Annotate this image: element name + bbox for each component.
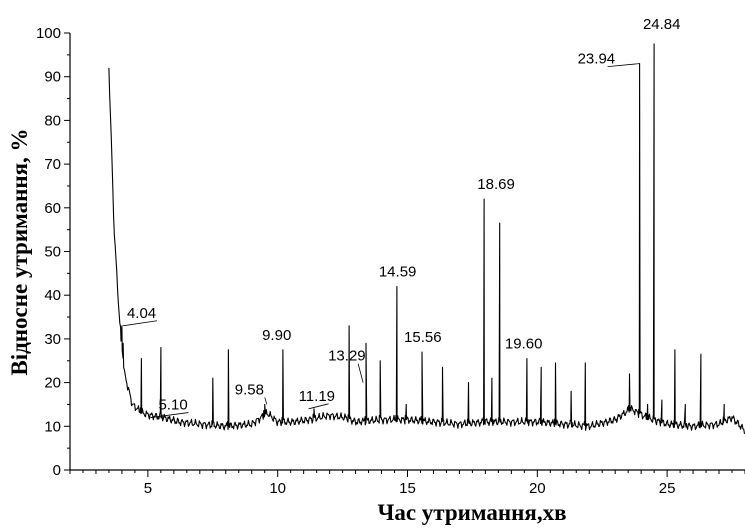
peak-label: 13.29 [328, 348, 366, 365]
peak-label: 14.59 [379, 263, 417, 280]
y-tick-label: 10 [44, 418, 61, 435]
peak-annotations: 4.04 5.10 9.58 9.90 11.19 13.29 14.59 15.56 18.6… [122, 16, 681, 418]
y-tick-label: 50 [44, 244, 61, 261]
annotation-leader [607, 63, 640, 67]
x-tick-label: 10 [269, 480, 286, 497]
y-tick-label: 20 [44, 375, 61, 392]
annotation-leader [357, 363, 364, 383]
annotation-leader [122, 320, 158, 327]
y-tick-label: 70 [44, 156, 61, 173]
chromatogram-trace [108, 43, 745, 434]
x-tick-label: 15 [399, 480, 416, 497]
x-tick-label: 20 [529, 480, 546, 497]
x-tick-label: 25 [659, 480, 676, 497]
y-tick-label: 100 [36, 25, 61, 42]
annotation-leader [264, 397, 268, 405]
y-tick-label: 60 [44, 200, 61, 217]
trace-line [108, 43, 745, 434]
y-tick-label: 90 [44, 69, 61, 86]
peak-label: 24.84 [643, 16, 681, 33]
peak-label: 23.94 [578, 51, 616, 68]
peak-label: 9.90 [262, 327, 291, 344]
y-tick-label: 30 [44, 331, 61, 348]
y-axis-title: Відносне утримання, % [7, 128, 32, 375]
axis-ticks: 5 10 15 20 25 0 10 20 30 40 50 60 70 80 90 100 [36, 25, 745, 497]
x-tick-label: 5 [144, 480, 152, 497]
y-tick-label: 80 [44, 112, 61, 129]
annotation-leader [308, 403, 329, 410]
peak-label: 5.10 [158, 397, 187, 414]
peak-label: 18.69 [477, 176, 515, 193]
peak-label: 4.04 [127, 305, 156, 322]
y-tick-label: 40 [44, 287, 61, 304]
peak-label: 11.19 [299, 388, 335, 405]
peak-label: 19.60 [505, 336, 543, 353]
x-axis-title: Час утримання,хв [377, 500, 566, 525]
peak-label: 15.56 [404, 329, 442, 346]
annotation-leader [150, 412, 189, 418]
peak-label: 9.58 [235, 381, 264, 398]
y-tick-label: 0 [53, 462, 61, 479]
